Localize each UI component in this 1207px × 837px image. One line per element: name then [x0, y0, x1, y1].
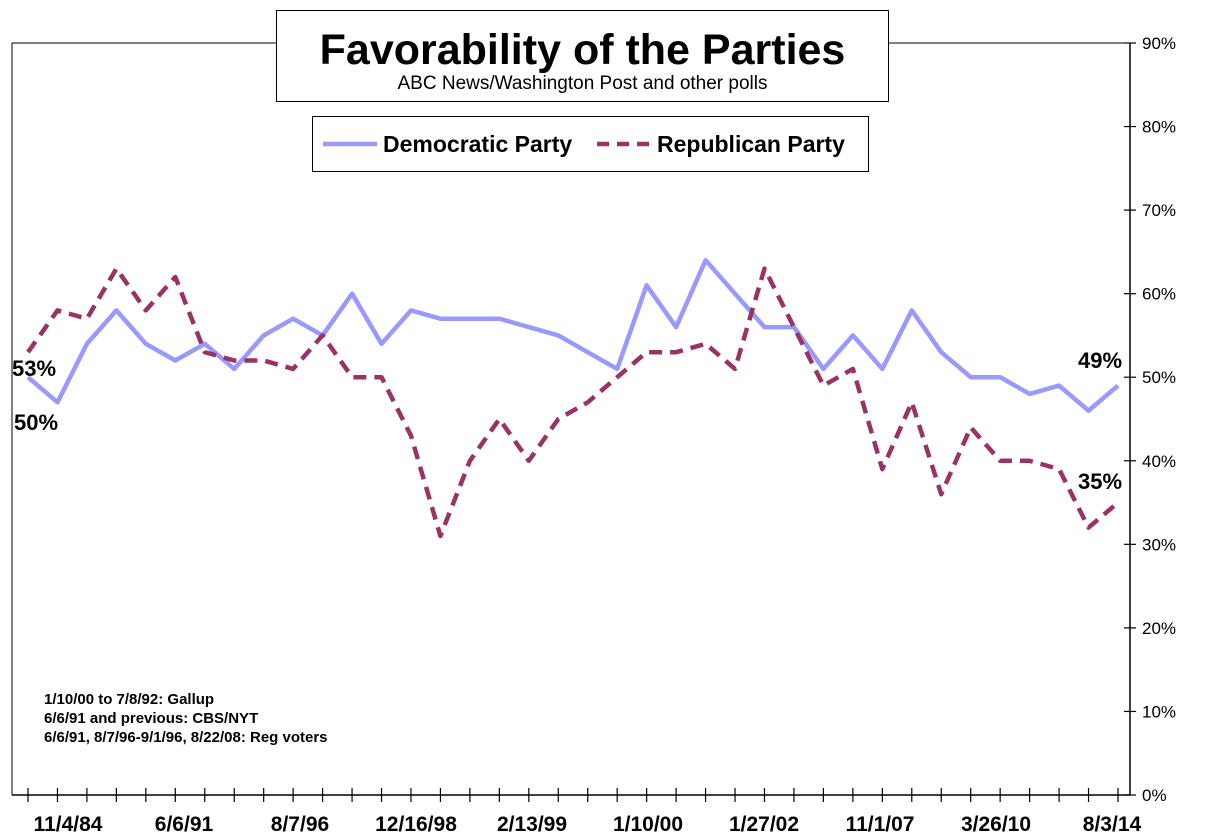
y-tick-label: 70% — [1142, 201, 1176, 220]
x-tick-label: 1/27/02 — [729, 813, 799, 836]
source-note-line: 1/10/00 to 7/8/92: Gallup — [44, 691, 215, 708]
y-tick-label: 80% — [1142, 118, 1176, 137]
rep-end-label: 35% — [1078, 469, 1122, 494]
x-axis: 11/4/84 6/6/91 8/7/96 12/16/98 2/13/99 1/10/0… — [27, 788, 1142, 836]
dem-start-label: 50% — [14, 410, 58, 435]
source-notes: 1/10/00 to 7/8/92: Gallup 6/6/91 and pre… — [44, 690, 328, 747]
legend-item-republican: Republican Party — [595, 117, 845, 171]
y-tick-label: 30% — [1142, 535, 1176, 554]
y-tick-label: 10% — [1142, 702, 1176, 721]
source-note-line: 6/6/91, 8/7/96-9/1/96, 8/22/08: Reg vote… — [44, 729, 328, 746]
legend-swatch-democratic — [323, 141, 377, 147]
y-tick-label: 0% — [1142, 786, 1167, 805]
y-tick-label: 40% — [1142, 452, 1176, 471]
x-tick-label: 1/10/00 — [613, 813, 683, 836]
dem-end-label: 49% — [1078, 348, 1122, 373]
chart-subtitle: ABC News/Washington Post and other polls — [397, 73, 768, 94]
x-tick-label: 8/3/14 — [1083, 813, 1142, 836]
series-line-republican — [26, 266, 1120, 539]
legend-swatch-republican — [597, 141, 651, 147]
series-line-democratic — [26, 257, 1120, 413]
series-layer — [26, 257, 1120, 539]
y-axis: 0% 10% 20% 30% 40% 50% 60% 70% 80% 90% — [1124, 34, 1176, 805]
x-tick-label: 2/13/99 — [497, 813, 567, 836]
y-tick-label: 90% — [1142, 34, 1176, 53]
x-tick-label: 12/16/98 — [375, 813, 457, 836]
legend-label-democratic: Democratic Party — [383, 130, 573, 157]
rep-start-label: 53% — [12, 356, 56, 381]
y-tick-label: 50% — [1142, 368, 1176, 387]
x-tick-label: 11/1/07 — [846, 813, 915, 836]
legend: Democratic Party Republican Party — [312, 116, 869, 172]
x-tick-label: 6/6/91 — [155, 813, 214, 836]
annotation-layer: 53% 50% 49% 35% — [12, 348, 1122, 494]
source-note-line: 6/6/91 and previous: CBS/NYT — [44, 710, 259, 727]
x-tick-label: 3/26/10 — [961, 813, 1031, 836]
x-tick-label: 11/4/84 — [34, 813, 103, 836]
legend-label-republican: Republican Party — [657, 130, 845, 157]
chart-title: Favorability of the Parties — [319, 26, 846, 74]
legend-item-democratic: Democratic Party — [321, 117, 572, 171]
x-tick-label: 8/7/96 — [271, 813, 329, 836]
chart-title-box: Favorability of the Parties ABC News/Was… — [276, 10, 889, 102]
y-tick-label: 20% — [1142, 619, 1176, 638]
y-tick-label: 60% — [1142, 285, 1176, 304]
